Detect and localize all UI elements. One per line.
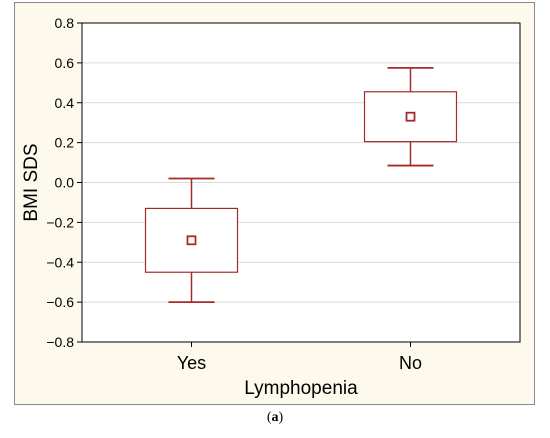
caption-open: (: [266, 410, 272, 425]
y-tick-label: −0.4: [46, 254, 74, 270]
y-tick-label: −0.6: [46, 294, 74, 310]
y-tick-label: 0.2: [55, 135, 75, 151]
mean-marker: [186, 235, 197, 246]
mean-marker: [405, 111, 416, 122]
y-tick-label: −0.8: [46, 334, 74, 350]
y-axis-label: BMI SDS: [21, 143, 42, 221]
x-tick-label: Yes: [177, 353, 206, 373]
plot-frame: [81, 22, 521, 343]
x-tick-label: No: [399, 353, 422, 373]
y-tick-label: −0.2: [46, 214, 74, 230]
y-tick-label: 0.6: [55, 55, 75, 71]
caption-letter: a: [271, 410, 279, 425]
chart-panel: −0.8 −0.6 −0.4 −0.2 0.0 0.2 0.4 0.6 0.8 Yes No Lymp…: [14, 2, 535, 405]
y-tick-label: 0.0: [55, 175, 75, 191]
box-range: [144, 207, 239, 273]
y-tick-label: 0.8: [55, 15, 75, 31]
y-tick-label: 0.4: [55, 95, 75, 111]
x-axis-label: Lymphopenia: [244, 378, 358, 399]
caption-close: ): [278, 410, 284, 425]
box-plot-chart: −0.8 −0.6 −0.4 −0.2 0.0 0.2 0.4 0.6 0.8 Yes No Lymp…: [21, 15, 521, 399]
figure-caption: (a): [0, 410, 550, 426]
